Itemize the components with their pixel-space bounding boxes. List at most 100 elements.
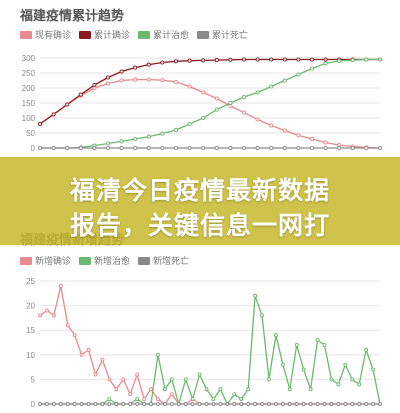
data-point (378, 402, 382, 406)
data-point (371, 402, 376, 406)
data-point (79, 402, 84, 406)
data-point (119, 78, 124, 83)
legend-swatch (138, 256, 151, 265)
data-point (107, 397, 112, 402)
data-point (269, 123, 274, 128)
headline-line-1: 福清今日疫情最新数据 (69, 176, 330, 205)
data-point (204, 387, 209, 392)
data-point (162, 387, 167, 392)
data-point (232, 402, 237, 406)
y-tick-label: 5 (31, 375, 36, 384)
data-point (211, 397, 216, 402)
data-point (133, 65, 138, 70)
data-point (86, 402, 91, 406)
data-point (218, 387, 223, 392)
data-point (301, 402, 306, 406)
data-point (315, 402, 320, 406)
data-point (156, 352, 160, 357)
data-point (336, 382, 341, 387)
data-point (228, 57, 233, 62)
legend-swatch (197, 30, 210, 39)
data-point (211, 402, 216, 406)
data-point (133, 77, 138, 82)
data-point (350, 402, 355, 406)
legend-item[interactable]: 累计死亡 (197, 28, 248, 41)
legend-item[interactable]: 现有确诊 (20, 28, 71, 41)
data-point (38, 313, 42, 318)
legend-swatch (138, 30, 151, 39)
series-line (39, 58, 380, 125)
data-point (282, 145, 287, 151)
data-point (201, 90, 206, 95)
data-point (93, 402, 98, 406)
data-point (329, 402, 334, 406)
headline-line-2: 报告，关键信息一网打 (69, 211, 330, 240)
data-point (296, 133, 301, 138)
data-point (239, 402, 244, 406)
data-point (267, 402, 271, 406)
data-point (190, 402, 195, 406)
data-point (37, 121, 43, 127)
data-point (201, 145, 206, 151)
data-point (72, 402, 77, 406)
legend-label: 新增治愈 (94, 256, 131, 266)
y-tick-label: 0 (31, 400, 36, 409)
data-point (65, 323, 70, 328)
data-point (135, 397, 140, 402)
data-point (255, 117, 260, 122)
y-tick-label: 50 (26, 129, 35, 138)
legend-item[interactable]: 新增死亡 (138, 254, 189, 267)
data-point (173, 59, 179, 64)
y-tick-label: 250 (22, 69, 36, 78)
data-point (260, 402, 264, 406)
data-point (377, 145, 383, 151)
legend-item[interactable]: 新增确诊 (20, 254, 71, 267)
data-point (323, 57, 328, 62)
data-point (241, 57, 247, 62)
data-point (100, 402, 105, 406)
data-point (51, 145, 56, 151)
data-point (323, 61, 328, 66)
data-point (309, 66, 315, 71)
data-point (287, 402, 292, 406)
data-point (246, 387, 251, 392)
data-point (282, 78, 287, 83)
legend-item[interactable]: 新增治愈 (79, 254, 130, 267)
data-point (296, 145, 301, 151)
series-line (39, 78, 381, 149)
data-point (269, 145, 274, 151)
data-point (156, 402, 160, 406)
legend-swatch (20, 30, 32, 39)
data-point (282, 128, 287, 133)
data-point (214, 58, 219, 63)
data-point (51, 313, 56, 318)
data-point (309, 57, 315, 62)
data-point (105, 75, 111, 80)
y-tick-label: 10 (26, 351, 35, 360)
data-point (173, 79, 179, 85)
data-point (323, 145, 328, 151)
y-tick-label: 20 (26, 302, 35, 311)
data-point (65, 402, 70, 406)
data-point (128, 392, 133, 397)
y-tick-label: 200 (22, 84, 36, 93)
legend-label: 累计确诊 (94, 30, 131, 40)
data-point (246, 402, 251, 406)
series-line (40, 58, 380, 149)
data-point (190, 397, 195, 402)
data-point (225, 402, 230, 406)
y-tick-label: 100 (22, 114, 36, 123)
data-point (309, 145, 315, 151)
legend-item[interactable]: 累计治愈 (138, 28, 189, 41)
data-point (58, 402, 63, 406)
headline-banner[interactable]: 福清今日疫情最新数据 报告，关键信息一网打 (0, 157, 400, 245)
data-point (350, 377, 355, 382)
legend-item[interactable]: 累计确诊 (79, 28, 130, 41)
data-point (357, 382, 362, 387)
legend-label: 累计治愈 (153, 30, 190, 40)
data-point (65, 102, 70, 107)
data-point (65, 145, 70, 151)
data-point (142, 402, 147, 406)
